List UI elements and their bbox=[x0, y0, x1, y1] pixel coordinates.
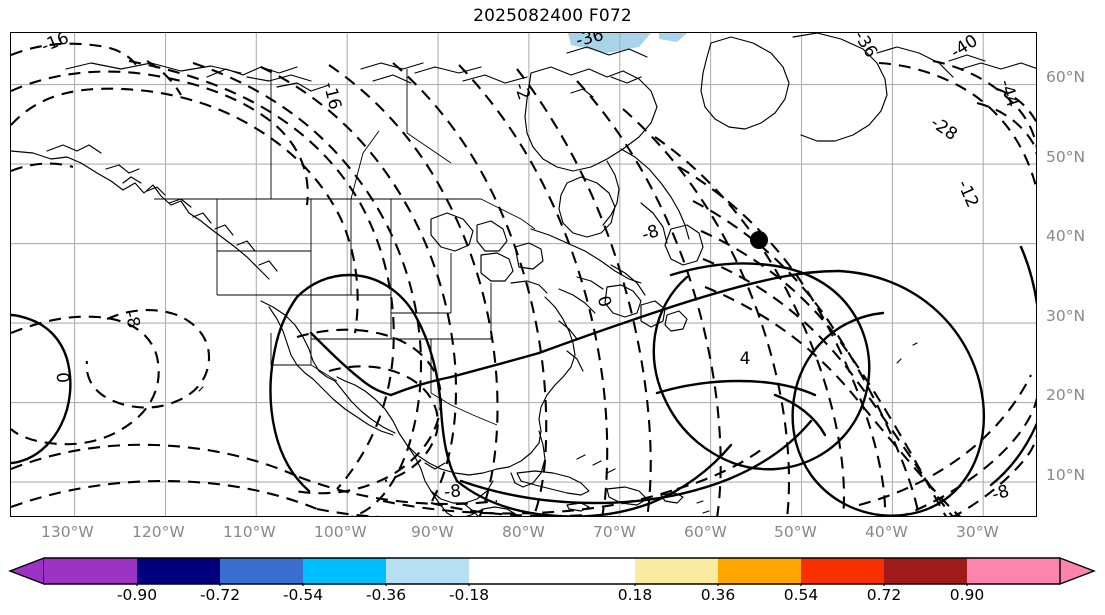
colorbar-tick-label: -0.90 bbox=[116, 586, 158, 604]
contour-label: 0 bbox=[52, 372, 73, 384]
colorbar-tick-label: 0.36 bbox=[700, 586, 736, 604]
lon-tick-50w: 50°W bbox=[774, 523, 817, 541]
lon-tick-30w: 30°W bbox=[956, 523, 999, 541]
map-plot-area[interactable]: -16 -16 -2 -36 -36 -40 -44 -28 -12 -8 0 … bbox=[10, 32, 1037, 517]
lon-tick-60w: 60°W bbox=[684, 523, 727, 541]
lat-tick-20n: 20°N bbox=[1046, 386, 1086, 404]
lon-tick-110w: 110°W bbox=[223, 523, 276, 541]
contour-label: -8 bbox=[639, 221, 661, 245]
map-graphics: -16 -16 -2 -36 -36 -40 -44 -28 -12 -8 0 … bbox=[11, 33, 1036, 516]
lat-tick-10n: 10°N bbox=[1046, 466, 1086, 484]
lon-tick-100w: 100°W bbox=[314, 523, 367, 541]
colorbar-over-arrow bbox=[1059, 556, 1096, 586]
lat-tick-40n: 40°N bbox=[1046, 227, 1086, 245]
lon-tick-120w: 120°W bbox=[132, 523, 185, 541]
colorbar[interactable]: -0.90 -0.72 -0.54 -0.36 -0.18 0.18 0.36 … bbox=[0, 556, 1105, 615]
contour-label: -8 bbox=[990, 481, 1012, 505]
colorbar-tick-label: 0.18 bbox=[617, 586, 653, 604]
political-borders bbox=[154, 69, 536, 426]
storm-position-marker[interactable] bbox=[750, 231, 768, 249]
colorbar-tick-label: -0.18 bbox=[448, 586, 490, 604]
colorbar-tick-label: -0.72 bbox=[199, 586, 241, 604]
colorbar-tick-label: 0.54 bbox=[783, 586, 819, 604]
colorbar-tick-label: 0.90 bbox=[949, 586, 985, 604]
graticule bbox=[11, 33, 1036, 516]
contour-label: 4 bbox=[740, 349, 751, 369]
lon-tick-40w: 40°W bbox=[865, 523, 908, 541]
lon-tick-130w: 130°W bbox=[41, 523, 94, 541]
lat-tick-30n: 30°N bbox=[1046, 307, 1086, 325]
colorbar-graphic bbox=[8, 556, 1096, 586]
lon-tick-90w: 90°W bbox=[411, 523, 454, 541]
lat-tick-60n: 60°N bbox=[1046, 68, 1086, 86]
contours-positive bbox=[11, 245, 1036, 516]
colorbar-tick-label: 0.72 bbox=[866, 586, 902, 604]
lon-tick-70w: 70°W bbox=[593, 523, 636, 541]
contour-label: -8 bbox=[120, 309, 144, 331]
contour-label: -2 bbox=[510, 80, 534, 102]
lon-tick-80w: 80°W bbox=[502, 523, 545, 541]
page-title: 2025082400 F072 bbox=[473, 6, 632, 26]
contour-label: -8 bbox=[443, 481, 461, 502]
colorbar-tick-label: -0.54 bbox=[282, 586, 324, 604]
lat-tick-50n: 50°N bbox=[1046, 148, 1086, 166]
contour-label: 0 bbox=[593, 294, 615, 310]
colorbar-under-arrow bbox=[8, 556, 45, 586]
colorbar-tick-label: -0.36 bbox=[365, 586, 407, 604]
